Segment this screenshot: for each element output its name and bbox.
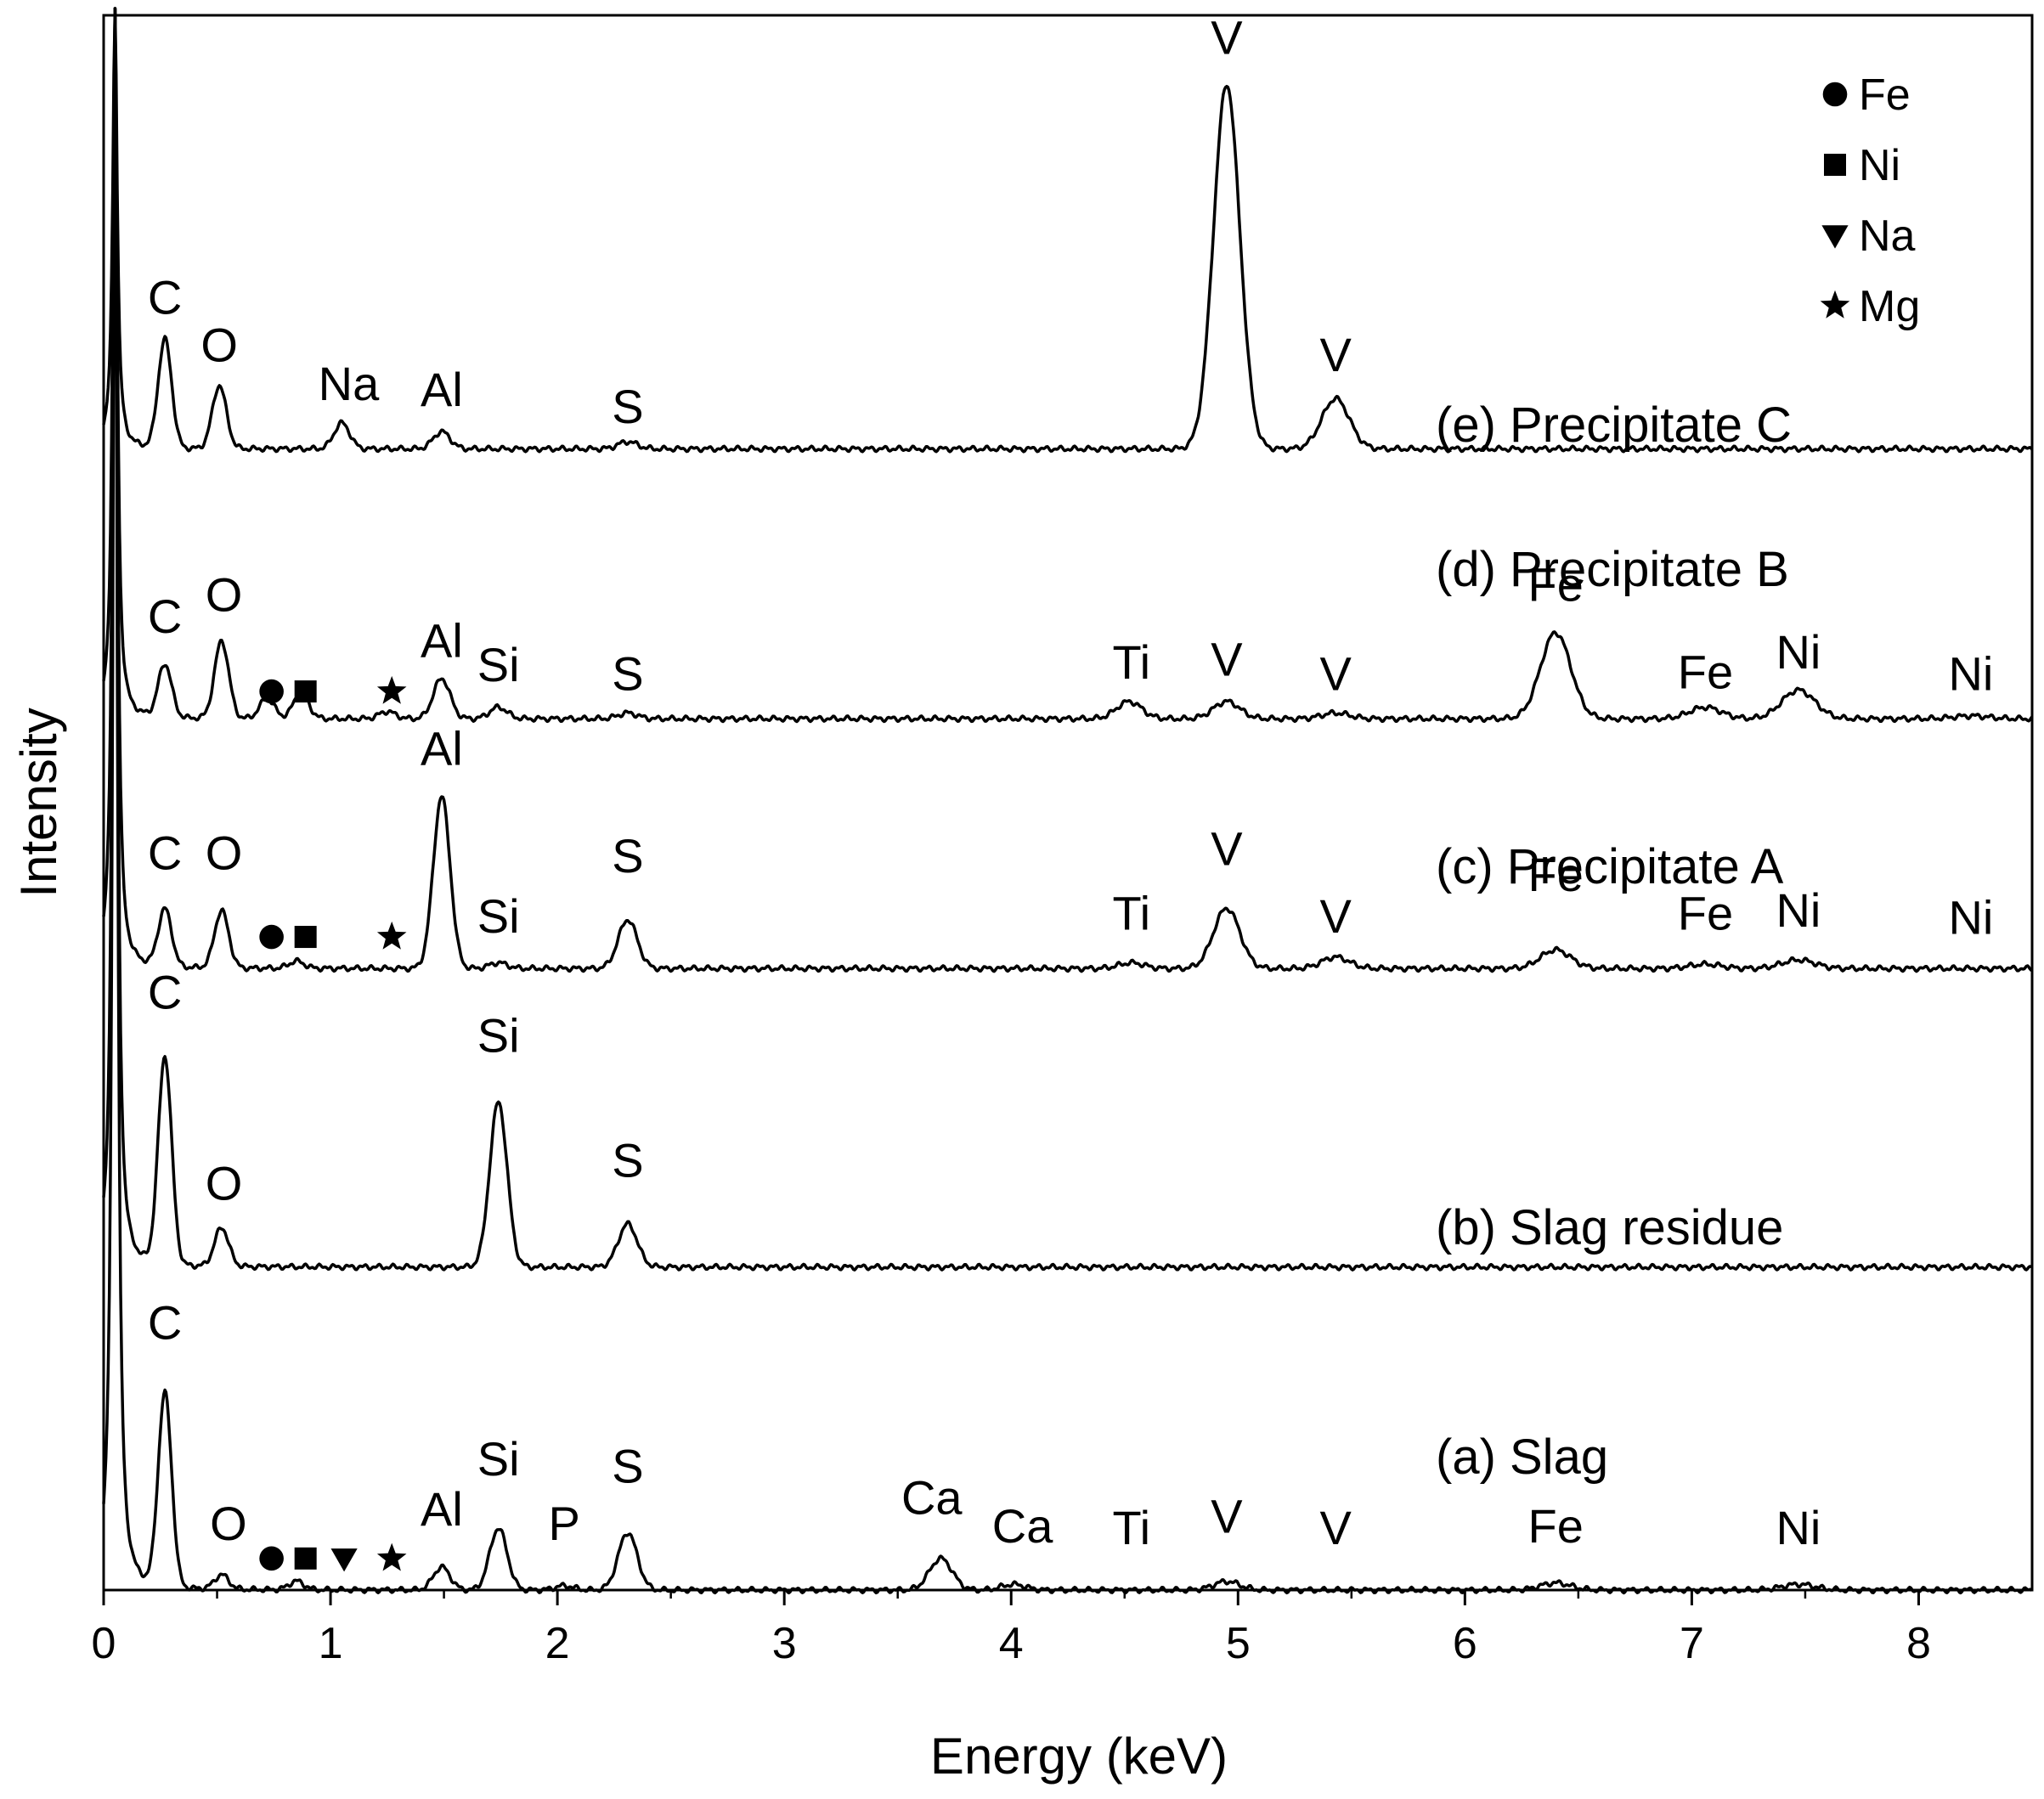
legend-star-marker — [1820, 290, 1850, 319]
peak-label: V — [1319, 1501, 1352, 1554]
peak-label: Ca — [992, 1499, 1053, 1553]
peak-label: S — [612, 380, 643, 433]
legend-label: Ni — [1859, 141, 1900, 190]
peak-label: Si — [477, 1432, 520, 1486]
peak-label: Ni — [1948, 646, 1993, 700]
peak-label: Al — [421, 721, 463, 775]
series-label: (d) Precipitate B — [1436, 542, 1789, 597]
peak-label: S — [612, 1133, 643, 1187]
peak-label: Ni — [1776, 1501, 1821, 1554]
peak-label: Ni — [1776, 883, 1821, 937]
peak-label: O — [200, 318, 238, 371]
legend: Fe Ni Na Mg — [1820, 70, 1920, 331]
peak-label: Ti — [1112, 1501, 1150, 1554]
star-marker — [376, 1542, 407, 1571]
peak-markers — [259, 675, 407, 1572]
x-tick-label: 5 — [1226, 1619, 1251, 1668]
peak-label: V — [1211, 822, 1243, 876]
peak-label: O — [206, 1156, 243, 1210]
x-axis-title: Energy (keV) — [930, 1728, 1228, 1785]
square-marker — [294, 1547, 317, 1570]
peak-label: V — [1319, 328, 1352, 381]
x-tick-label: 2 — [545, 1619, 570, 1668]
spectrum-line-3 — [102, 7, 2033, 973]
spectrum-line-4 — [102, 7, 2034, 724]
legend-label: Fe — [1859, 70, 1911, 120]
peak-label: Si — [477, 638, 520, 691]
peak-label: V — [1211, 11, 1243, 65]
peak-label: S — [612, 646, 643, 700]
peak-label: Fe — [1678, 887, 1733, 940]
square-marker — [294, 680, 317, 703]
peak-label: O — [210, 1497, 247, 1550]
peak-label: C — [148, 826, 182, 880]
peak-label: Ti — [1112, 635, 1150, 689]
x-tick-label: 8 — [1906, 1619, 1931, 1668]
peak-label: S — [612, 829, 643, 883]
legend-circle-marker — [1822, 82, 1848, 107]
x-tick-label: 4 — [999, 1619, 1024, 1668]
series-label: (b) Slag residue — [1436, 1200, 1783, 1255]
peak-label: C — [148, 589, 182, 643]
plot-frame — [102, 14, 2034, 1592]
peak-label: Na — [319, 357, 380, 410]
peak-label: C — [148, 966, 182, 1019]
circle-marker — [259, 679, 284, 704]
peak-label: V — [1319, 646, 1352, 700]
legend-triangle-down-marker — [1821, 225, 1849, 249]
peak-label: Ti — [1112, 887, 1150, 940]
peak-label: O — [206, 826, 243, 880]
y-axis-title: Intensity — [10, 708, 67, 897]
series-label: (c) Precipitate A — [1436, 839, 1784, 894]
x-axis: 0 1 2 3 4 5 6 7 8 — [92, 1590, 1931, 1668]
star-marker — [376, 675, 407, 704]
series-label: (e) Precipitate C — [1436, 398, 1792, 453]
peak-label: Al — [421, 614, 463, 668]
legend-label: Na — [1859, 211, 1916, 261]
square-marker — [294, 926, 317, 949]
peak-label: Ni — [1776, 625, 1821, 679]
peak-label: S — [612, 1439, 643, 1492]
x-tick-label: 0 — [92, 1619, 116, 1668]
peak-label: Fe — [1527, 558, 1583, 612]
legend-label: Mg — [1859, 282, 1920, 331]
legend-square-marker — [1824, 154, 1846, 176]
spectrum-line-1 — [102, 7, 2034, 1595]
peak-label: C — [148, 1295, 182, 1349]
peak-label: O — [206, 567, 243, 621]
series-labels: (a) Slag (b) Slag residue (c) Precipitate … — [1436, 398, 1792, 1485]
peak-label: Ni — [1948, 891, 1993, 945]
peak-label: P — [548, 1497, 579, 1550]
peak-label: V — [1211, 632, 1243, 685]
peak-label: V — [1319, 889, 1352, 943]
circle-marker — [259, 1546, 284, 1571]
spectra-group — [102, 7, 2034, 1595]
circle-marker — [259, 924, 284, 950]
x-tick-label: 3 — [772, 1619, 797, 1668]
star-marker — [376, 921, 407, 950]
peak-label: Si — [477, 889, 520, 943]
peak-label: Fe — [1678, 646, 1733, 699]
spectrum-line-2 — [102, 7, 2033, 1272]
x-tick-label: 6 — [1453, 1619, 1477, 1668]
triangle-down-marker — [330, 1548, 358, 1572]
x-tick-label: 1 — [319, 1619, 343, 1668]
x-tick-label: 7 — [1680, 1619, 1704, 1668]
peak-label: Ca — [901, 1470, 963, 1524]
peak-label: Al — [421, 1482, 463, 1536]
peak-label: Si — [477, 1008, 520, 1062]
peak-label: C — [148, 271, 182, 324]
peak-label: Al — [421, 363, 463, 416]
peak-label: V — [1211, 1489, 1243, 1542]
peak-label: Fe — [1527, 848, 1583, 901]
peak-label: Fe — [1527, 1499, 1583, 1553]
series-label: (a) Slag — [1436, 1430, 1608, 1485]
spectrum-line-5 — [102, 7, 2034, 454]
